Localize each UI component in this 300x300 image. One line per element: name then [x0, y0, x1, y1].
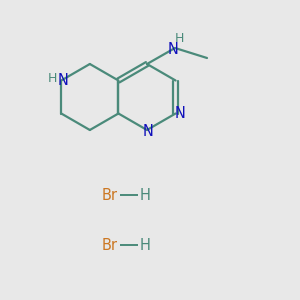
Text: H: H	[174, 32, 184, 44]
Text: N: N	[174, 106, 185, 121]
Text: H: H	[48, 72, 57, 85]
Text: N: N	[168, 43, 178, 58]
Text: H: H	[140, 188, 151, 202]
Text: Br: Br	[102, 238, 118, 253]
Text: N: N	[142, 124, 153, 140]
Text: H: H	[140, 238, 151, 253]
Text: N: N	[58, 73, 69, 88]
Text: Br: Br	[102, 188, 118, 202]
